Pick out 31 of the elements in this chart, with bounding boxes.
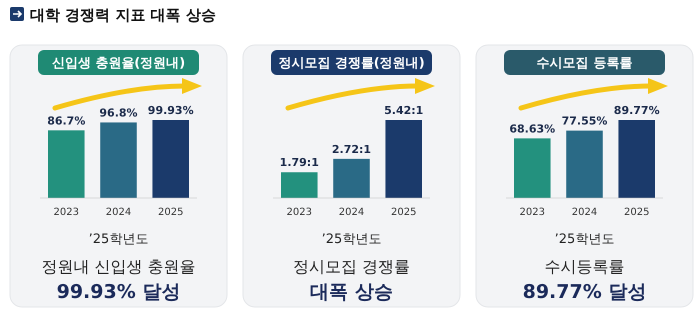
data-label: 68.63% [509, 122, 556, 136]
data-label: 99.93% [148, 104, 194, 117]
data-label: 86.7% [47, 114, 86, 128]
text: 수시등록률 [544, 257, 624, 276]
text: ’25학년도 [88, 232, 148, 247]
text: 89.77% 달성 [522, 281, 646, 303]
x-tick-label: 2024 [106, 207, 132, 218]
text: 대학 경쟁력 지표 대폭 상승 [30, 6, 216, 24]
data-label: 1.79:1 [280, 156, 319, 170]
data-label: 5.42:1 [384, 104, 424, 117]
x-tick-label: 2023 [286, 207, 312, 218]
x-tick-label: 2023 [54, 207, 80, 218]
chart-title: 신입생 충원율(정원내) [52, 56, 186, 71]
text: 정원내 신입생 충원율 [41, 257, 196, 276]
chart-title: 정시모집 경쟁률(정원내) [278, 56, 425, 71]
text: 99.93% 달성 [56, 281, 180, 303]
x-tick-label: 2025 [624, 207, 650, 218]
data-label: 2.72:1 [332, 142, 372, 156]
data-label: 77.55% [562, 114, 608, 128]
x-tick-label: 2024 [572, 207, 598, 218]
x-tick-label: 2025 [390, 207, 416, 218]
x-tick-label: 2024 [338, 207, 364, 218]
text: ’25학년도 [322, 232, 382, 247]
data-label: 96.8% [99, 106, 138, 120]
chart-title: 수시모집 등록률 [536, 56, 632, 71]
text: ’25학년도 [554, 232, 614, 247]
text: 정시모집 경쟁률 [292, 257, 410, 276]
x-tick-label: 2025 [158, 207, 184, 218]
text: 대폭 상승 [310, 281, 393, 303]
x-tick-label: 2023 [520, 207, 546, 218]
data-label: 89.77% [614, 104, 660, 117]
